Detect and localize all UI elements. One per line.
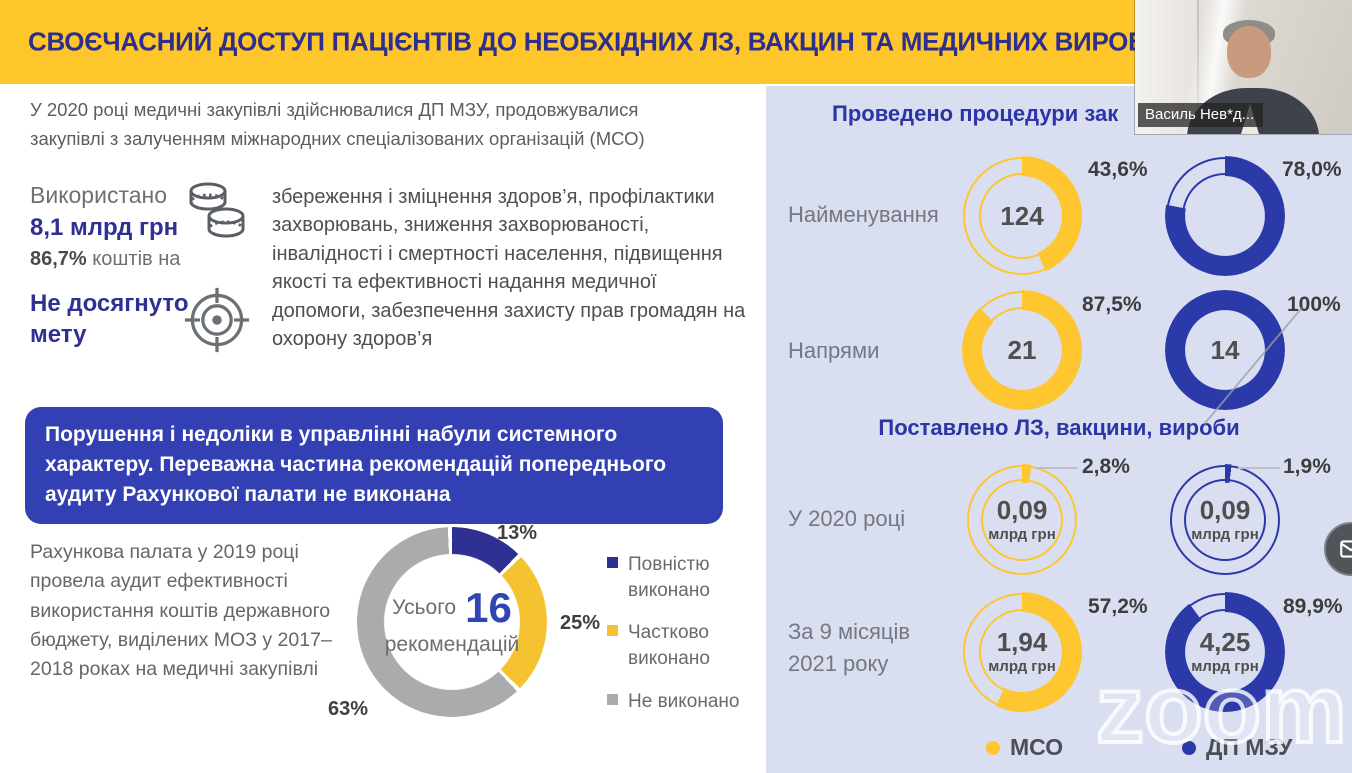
donut-center: 21	[962, 290, 1082, 410]
donut-unit: млрд грн	[988, 526, 1056, 543]
donut-names-mco: 124	[962, 156, 1082, 276]
series-legend-dpmzu: ДП МЗУ	[1182, 734, 1292, 761]
legend-swatch-partial	[607, 625, 618, 637]
coins-icon	[185, 180, 249, 251]
donut-arc	[962, 156, 1082, 276]
donut-center: 124	[962, 156, 1082, 276]
donut-9m2021-dpmzu: 4,25 млрд грн	[1165, 592, 1285, 712]
pct-label-names-dpmzu: 78,0%	[1282, 158, 1342, 181]
purpose-paragraph: збереження і зміцнення здоров’я, профіла…	[272, 186, 746, 350]
series-legend-dpmzu-label: ДП МЗУ	[1206, 734, 1293, 760]
series-legend-mco: МСО	[986, 734, 1063, 761]
used-share-rest: коштів на	[86, 248, 181, 270]
delivered-subtitle: Поставлено ЛЗ, вакцини, вироби	[878, 415, 1240, 440]
dpmzu-dot-icon	[1182, 740, 1196, 755]
donut-arc	[1169, 464, 1281, 576]
segment-label-partial: 25%	[560, 612, 601, 634]
donut-arc	[966, 464, 1078, 576]
donut-directions-mco: 21	[962, 290, 1082, 410]
donut-unit: млрд грн	[988, 658, 1056, 675]
pct-label-names-mco: 43,6%	[1088, 158, 1148, 181]
row-label-2020: У 2020 році	[788, 506, 906, 531]
donut-value: 124	[1000, 201, 1044, 231]
slide-title: СВОЄЧАСНИЙ ДОСТУП ПАЦІЄНТІВ ДО НЕОБХІДНИ…	[28, 26, 1172, 57]
legend-swatch-none	[607, 693, 618, 705]
legend-item-full: Повністю виконано	[607, 552, 757, 603]
leader-dash-dpmzu	[1238, 467, 1280, 469]
donut-arc	[962, 290, 1082, 410]
donut-arc	[1165, 592, 1285, 712]
donut-value: 21	[1007, 335, 1037, 365]
zoom-watermark: zoom	[1094, 656, 1349, 763]
recommendations-donut-arc	[357, 527, 547, 717]
donut-center: 0,09 млрд грн	[1169, 464, 1281, 576]
donut-unit: млрд грн	[1191, 658, 1259, 675]
donut-arc	[962, 592, 1082, 712]
envelope-icon	[1340, 540, 1352, 558]
donut-arc	[1165, 156, 1285, 276]
segment-label-full: 13%	[497, 522, 538, 544]
participant-video-tile[interactable]: Василь Нев*д...	[1135, 0, 1352, 134]
procedures-title: Проведено процедури зак	[832, 101, 1119, 126]
donut-center: 1,94 млрд грн	[962, 592, 1082, 712]
donut-2020-mco: 0,09 млрд грн	[966, 464, 1078, 576]
not-achieved-label: Не досягнуто мету	[30, 290, 189, 349]
used-share: 86,7% коштів на	[30, 248, 180, 271]
alert-box: Порушення і недоліки в управлінні набули…	[25, 407, 723, 525]
donut-center: 14	[1165, 290, 1285, 410]
pct-label-2020-mco: 2,8%	[1082, 455, 1130, 478]
leader-dash-mco	[1036, 467, 1078, 469]
pct-label-directions-mco: 87,5%	[1082, 293, 1142, 316]
donut-names-dpmzu	[1165, 156, 1285, 276]
donut-value: 14	[1210, 335, 1240, 365]
donut-9m2021-mco: 1,94 млрд грн	[962, 592, 1082, 712]
rec-center-label: Усього	[392, 596, 457, 619]
legend-label-full: Повністю виконано	[628, 554, 710, 601]
pct-label-9m2021-dpmzu: 89,9%	[1283, 595, 1343, 618]
segment-label-none: 63%	[328, 698, 369, 720]
donut-value: 1,94	[996, 627, 1048, 657]
participant-name-label: Василь Нев*д...	[1138, 103, 1264, 127]
rec-center-sub: рекомендацій	[384, 633, 520, 656]
legend-item-none: Не виконано	[607, 689, 757, 715]
recommendations-donut-chart: Усього 16 рекомендацій	[357, 527, 547, 717]
rec-center-value: 16	[465, 584, 512, 631]
used-share-percent: 86,7%	[30, 248, 87, 270]
participant-head	[1227, 26, 1271, 78]
donut-center: 0,09 млрд грн	[966, 464, 1078, 576]
series-legend-mco-label: МСО	[1010, 734, 1064, 760]
row-label-naimenuvannia: Найменування	[788, 202, 939, 227]
mco-dot-icon	[986, 740, 1000, 755]
donut-2020-dpmzu: 0,09 млрд грн	[1169, 464, 1281, 576]
legend-swatch-full	[607, 557, 618, 568]
recommendations-donut-center: Усього 16 рекомендацій	[357, 527, 547, 717]
legend-label-none: Не виконано	[628, 690, 740, 712]
pct-label-9m2021-mco: 57,2%	[1088, 595, 1148, 618]
row-label-napriamy: Напрями	[788, 338, 880, 363]
donut-directions-dpmzu: 14	[1165, 290, 1285, 410]
donut-value: 4,25	[1199, 627, 1251, 657]
row-label-9m2021: За 9 місяців 2021 року	[788, 619, 911, 676]
donut-center: 4,25 млрд грн	[1165, 592, 1285, 712]
donut-unit: млрд грн	[1191, 526, 1259, 543]
used-amount: 8,1 млрд грн	[30, 214, 179, 241]
audit-note: Рахункова палата у 2019 році провела ауд…	[30, 541, 332, 680]
slide-header: СВОЄЧАСНИЙ ДОСТУП ПАЦІЄНТІВ ДО НЕОБХІДНИ…	[0, 0, 1352, 84]
recommendations-legend: Повністю виконано Частково виконано Не в…	[607, 552, 757, 731]
used-label: Використано	[30, 182, 168, 208]
donut-value: 0,09	[996, 495, 1048, 525]
legend-item-partial: Частково виконано	[607, 620, 757, 671]
donut-value: 0,09	[1199, 495, 1251, 525]
legend-label-partial: Частково виконано	[628, 622, 710, 669]
intro-paragraph: У 2020 році медичні закупівлі здійснювал…	[30, 99, 645, 149]
target-icon	[183, 286, 251, 359]
pct-label-2020-dpmzu: 1,9%	[1283, 455, 1331, 478]
